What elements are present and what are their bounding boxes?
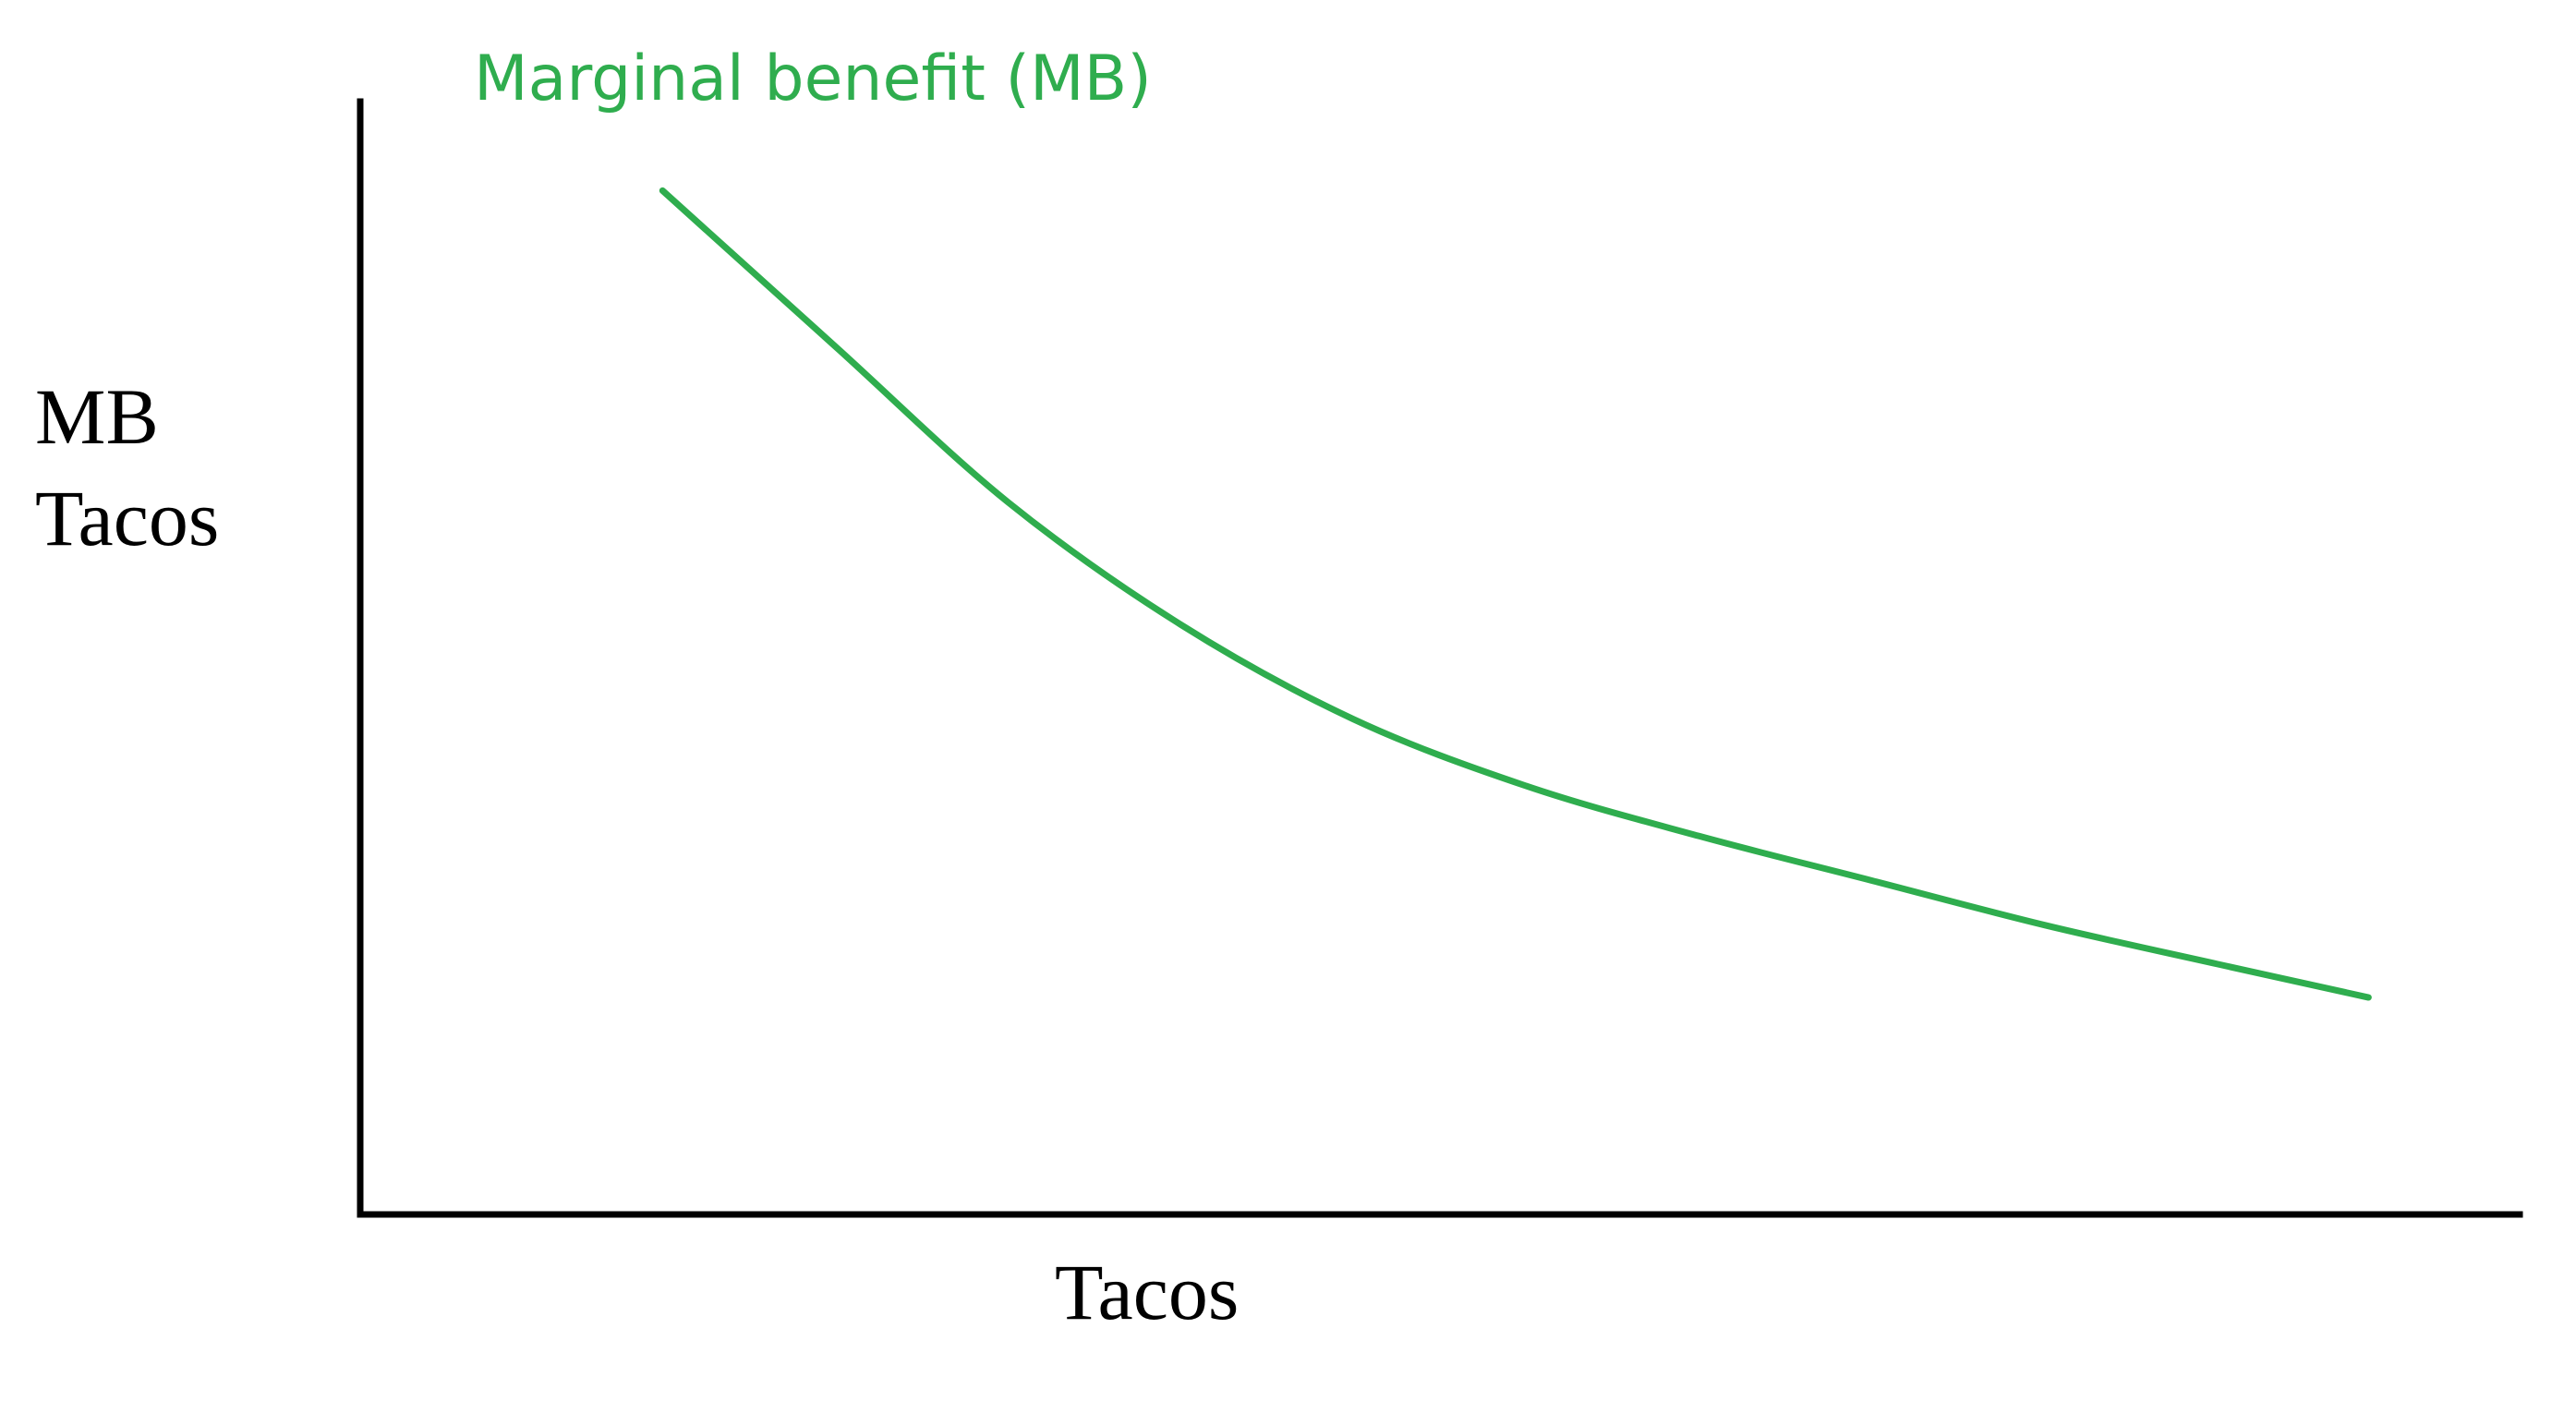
series-label: Marginal benefit (MB) xyxy=(474,42,1152,115)
y-axis-label: MB Tacos xyxy=(35,366,219,569)
marginal-benefit-curve xyxy=(659,187,2372,1001)
y-axis-label-line-1: MB xyxy=(35,372,159,461)
y-axis-label-line-2: Tacos xyxy=(35,474,220,562)
x-axis-label: Tacos xyxy=(1055,1248,1240,1336)
